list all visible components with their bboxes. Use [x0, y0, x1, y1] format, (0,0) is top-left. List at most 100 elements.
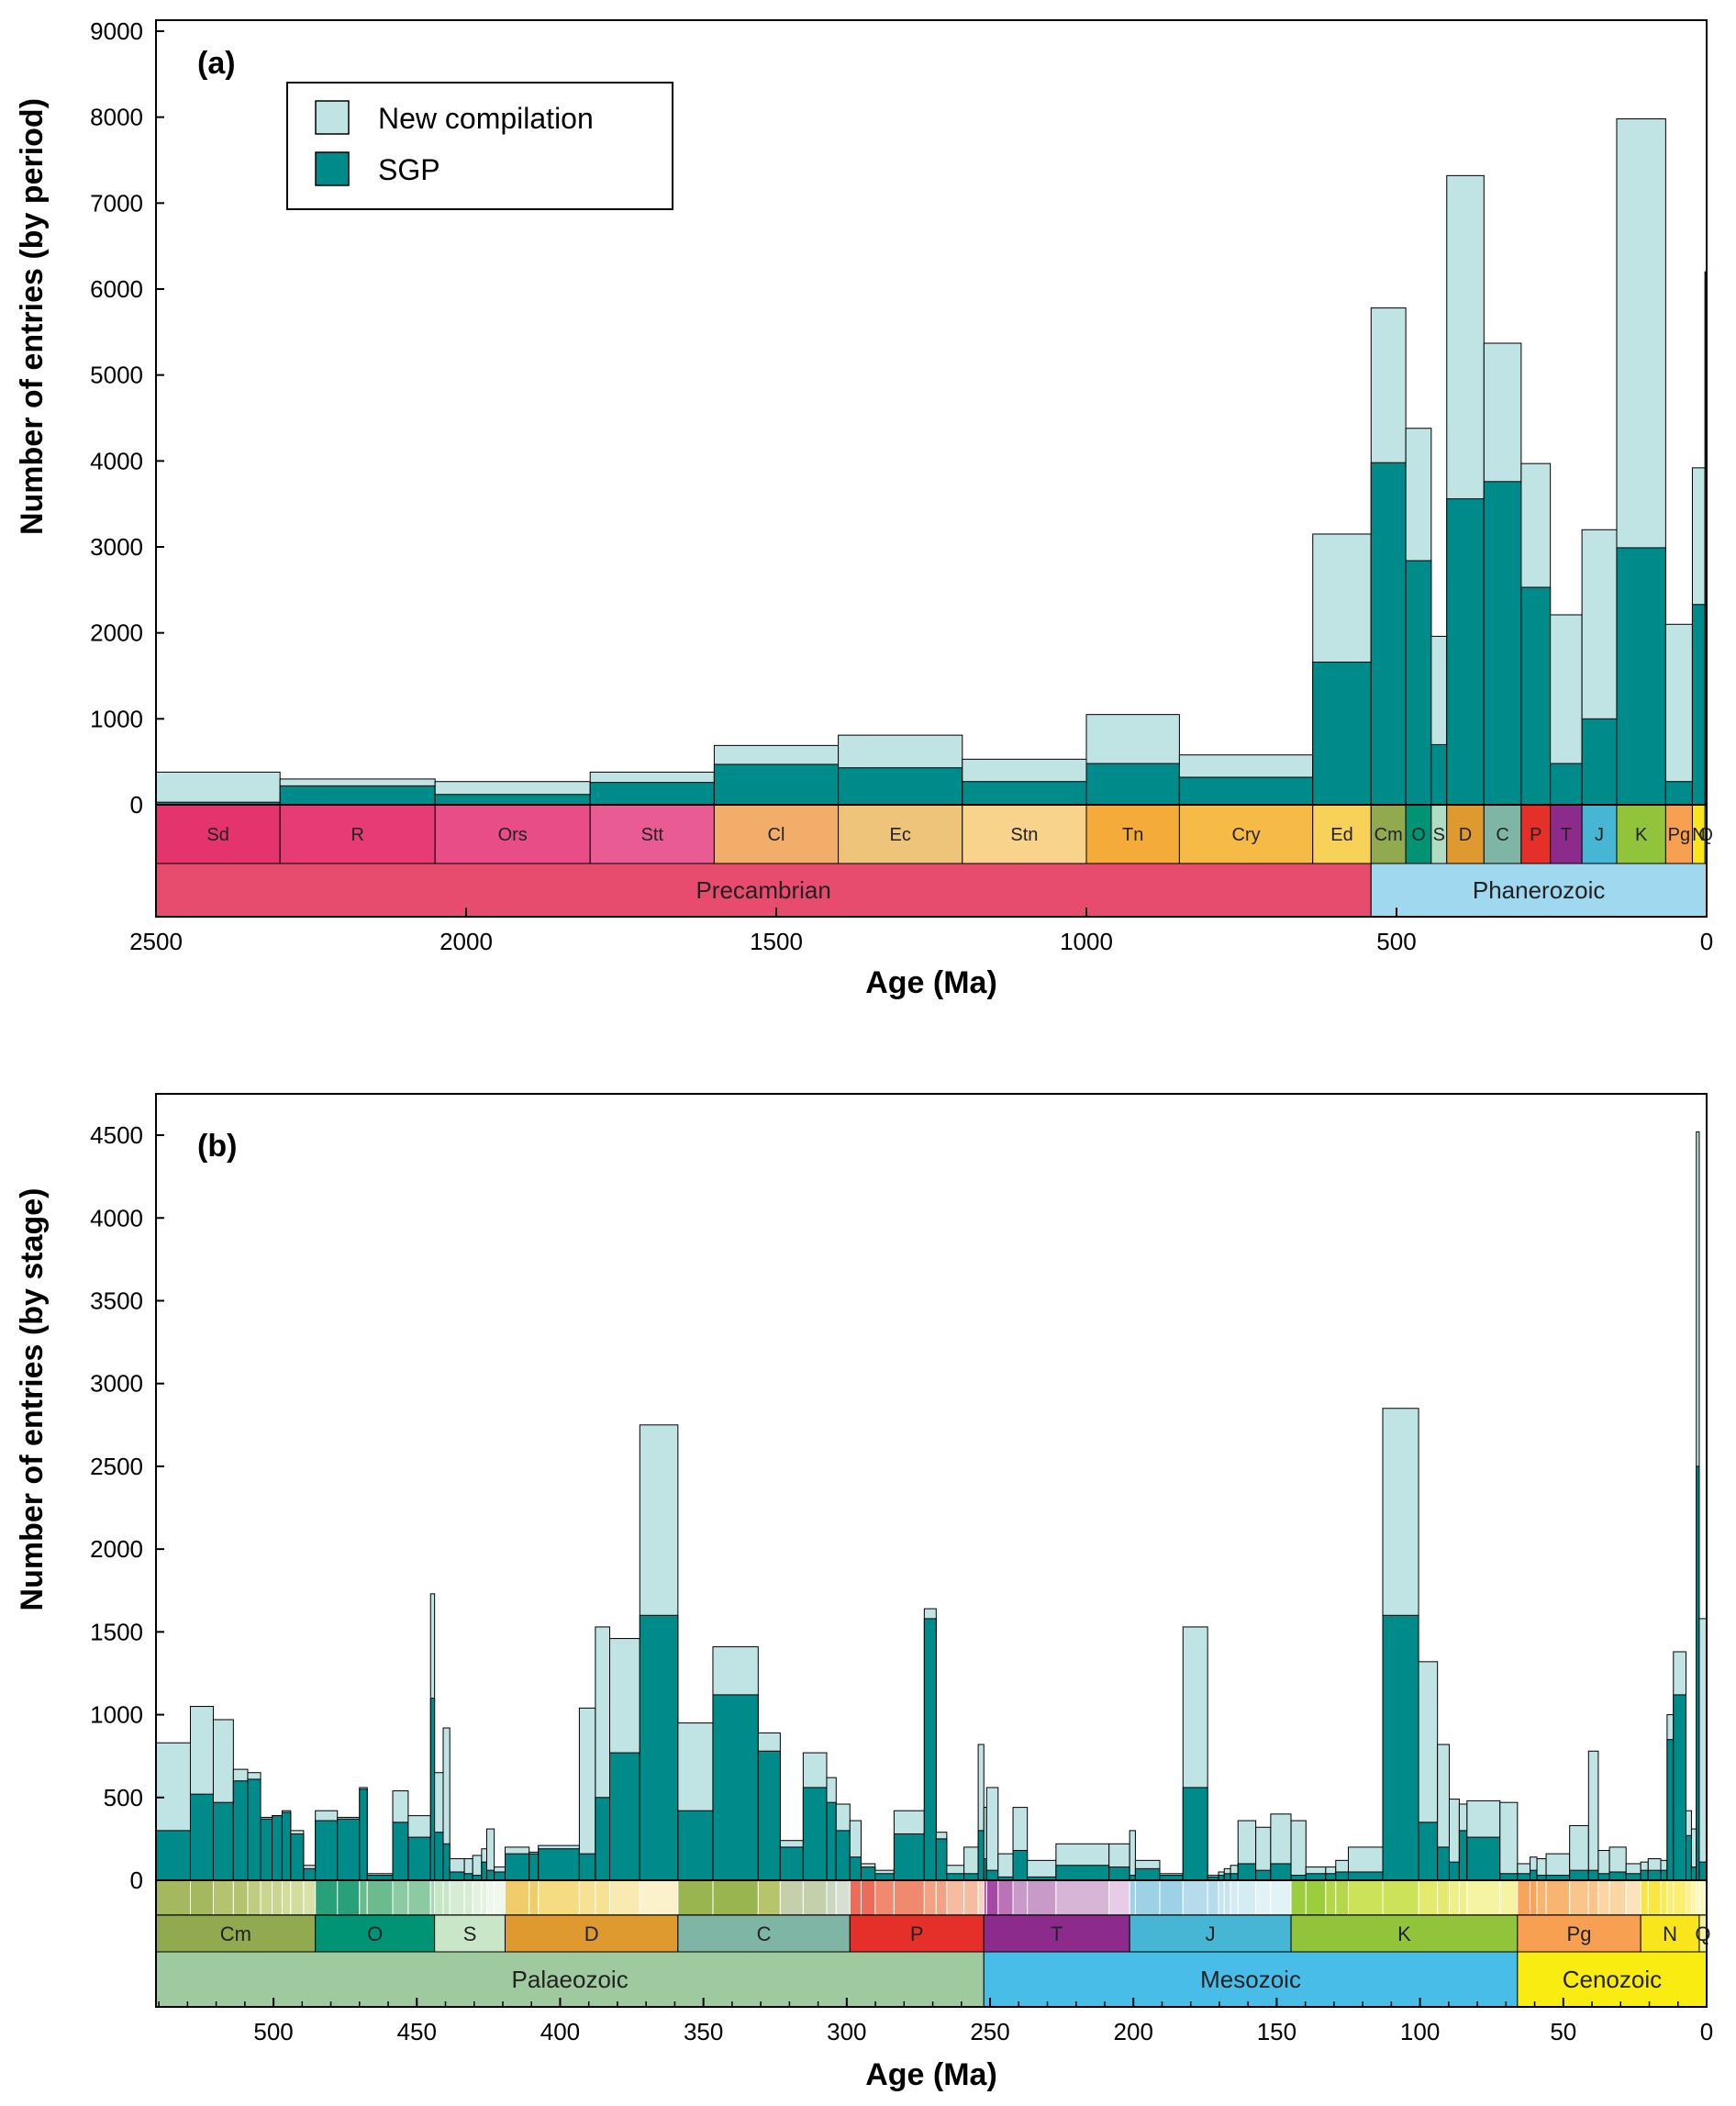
period-label-P: P — [1530, 825, 1541, 845]
stage-cell — [1666, 1879, 1675, 1916]
stage-cell — [281, 1879, 292, 1916]
x-tick-label: 50 — [1550, 2018, 1576, 2045]
stage-cell — [874, 1879, 895, 1916]
bar-sgp-19 — [449, 1871, 465, 1881]
stage-cell — [1012, 1879, 1029, 1916]
period-label-J: J — [1595, 825, 1604, 845]
period-Sd — [155, 804, 281, 864]
period-Pg — [1664, 804, 1693, 864]
bar-sgp-54 — [1108, 1866, 1130, 1881]
x-tick-label: 500 — [253, 2018, 293, 2045]
bar-sgp-32 — [677, 1810, 714, 1881]
bar-sgp-69 — [1335, 1871, 1350, 1881]
period-Cl — [713, 804, 840, 864]
period-D — [1446, 804, 1485, 864]
y-tick-label: 6000 — [90, 275, 143, 303]
stage-cell — [1270, 1879, 1292, 1916]
bar-sgp-76 — [1466, 1836, 1501, 1881]
stage-cell — [1545, 1879, 1571, 1916]
panel-b-timescale-strip: Cm O S D C P T J K Pg N Q Palaeozoic Mesozoic Cenozoic — [155, 1879, 1711, 2008]
bar-new-compilation-83 — [1587, 1750, 1599, 1881]
bar-sgp-70 — [1348, 1871, 1384, 1881]
panel-a-frame — [155, 19, 1708, 918]
bar-new-compilation-95 — [1698, 1618, 1708, 1881]
y-tick-label: 0 — [130, 791, 143, 819]
period-label-P: P — [910, 1922, 924, 1945]
bar-sgp-24 — [494, 1871, 506, 1881]
stage-cell — [481, 1879, 487, 1916]
stage-cell — [232, 1879, 249, 1916]
stage-cell — [1223, 1879, 1231, 1916]
stage-cell — [1418, 1879, 1439, 1916]
stage-cell — [1647, 1879, 1662, 1916]
stage-cell — [997, 1879, 1014, 1916]
stage-cell — [835, 1879, 851, 1916]
bar-sgp-1 — [189, 1793, 214, 1881]
stage-cell — [1597, 1879, 1610, 1916]
period-label-C: C — [1496, 825, 1508, 845]
period-O — [315, 1914, 436, 1953]
bar-sgp-22 — [481, 1861, 487, 1881]
period-Tn — [1085, 804, 1180, 864]
stage-cell — [1129, 1879, 1136, 1916]
stage-cell — [609, 1879, 640, 1916]
bar-sgp-86 — [1625, 1873, 1641, 1881]
bar-sgp-Cry — [1178, 776, 1314, 806]
stage-cell — [1608, 1879, 1627, 1916]
stage-cell — [1698, 1879, 1708, 1916]
x-tick-label: 1500 — [750, 928, 803, 955]
legend-swatch-new-compilation — [315, 100, 350, 135]
stage-cell — [407, 1879, 431, 1916]
period-label-Pg: Pg — [1567, 1922, 1592, 1945]
bar-new-compilation-55 — [1129, 1830, 1136, 1881]
bar-sgp-26 — [529, 1853, 540, 1881]
y-tick-label: 9000 — [90, 17, 143, 45]
bar-sgp-53 — [1055, 1865, 1110, 1881]
y-tick-label: 8000 — [90, 104, 143, 131]
bar-sgp-42 — [893, 1833, 925, 1881]
stage-cell — [429, 1879, 436, 1916]
stage-cell — [1466, 1879, 1501, 1916]
stage-cell — [1686, 1879, 1692, 1916]
bar-sgp-35 — [779, 1846, 804, 1881]
stage-cell — [1230, 1879, 1239, 1916]
period-label-R: R — [351, 825, 363, 845]
bar-sgp-73 — [1437, 1846, 1450, 1881]
stage-cell — [677, 1879, 714, 1916]
bar-sgp-63 — [1237, 1863, 1257, 1881]
bar-sgp-61 — [1223, 1873, 1231, 1881]
stage-cell — [272, 1879, 283, 1916]
period-label-Ors: Ors — [498, 825, 528, 845]
stage-cell — [442, 1879, 451, 1916]
stage-cell — [359, 1879, 368, 1916]
stage-cell — [472, 1879, 483, 1916]
panel-a: Sd R Ors Stt Cl Ec Stn Tn Cry Ed Cm O S D C P T J K Pg NQPre… — [15, 17, 1713, 1000]
stage-cell — [366, 1879, 394, 1916]
stage-cell — [1437, 1879, 1450, 1916]
bar-sgp-43 — [923, 1618, 937, 1881]
stage-cell — [155, 1879, 191, 1916]
panel-a-timescale-strip: Sd R Ors Stt Cl Ec Stn Tn Cry Ed Cm O S D C P T J K Pg NQPre… — [155, 804, 1713, 918]
bar-sgp-Ors — [434, 794, 591, 806]
stage-cell — [1458, 1879, 1468, 1916]
bar-sgp-J — [1581, 718, 1618, 806]
stage-cell — [1027, 1879, 1057, 1916]
period-Pg — [1517, 1914, 1641, 1953]
bar-sgp-88 — [1647, 1869, 1662, 1881]
bar-sgp-12 — [359, 1788, 368, 1881]
legend-label-new-compilation: New compilation — [378, 102, 594, 135]
stage-cell — [247, 1879, 262, 1916]
stage-cell — [1348, 1879, 1384, 1916]
y-tick-label: 4500 — [90, 1121, 143, 1149]
y-tick-label: 2000 — [90, 1535, 143, 1563]
bar-sgp-33 — [712, 1694, 759, 1881]
x-tick-label: 1000 — [1060, 928, 1113, 955]
stage-cell — [826, 1879, 837, 1916]
panel-b-bars — [155, 1131, 1708, 1881]
bar-sgp-R — [279, 785, 436, 806]
bar-sgp-74 — [1448, 1861, 1460, 1881]
bar-new-compilation-Pg — [1664, 623, 1693, 806]
bar-sgp-Cl — [713, 763, 840, 806]
period-label-K: K — [1397, 1922, 1411, 1945]
